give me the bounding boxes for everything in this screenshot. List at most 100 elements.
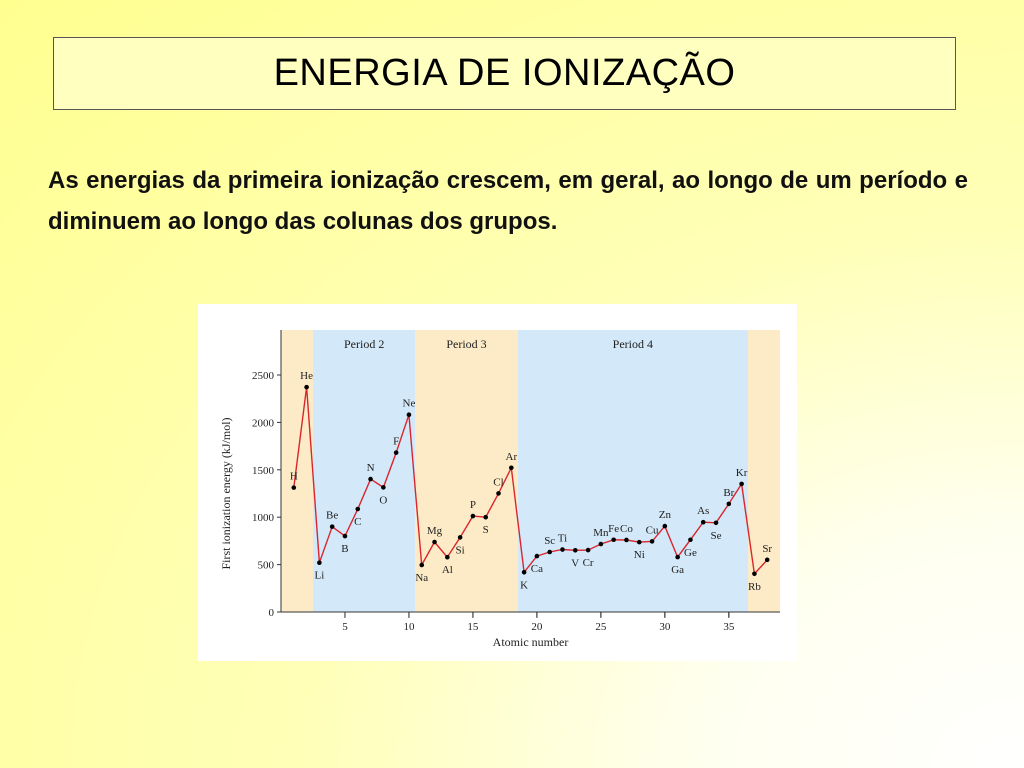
element-label: K: [520, 579, 528, 591]
element-label: Cr: [583, 557, 594, 569]
data-point: [700, 519, 706, 525]
element-label: N: [367, 462, 375, 474]
data-point: [445, 554, 450, 560]
period-band: [415, 330, 518, 612]
element-label: Kr: [736, 467, 748, 479]
data-point: [598, 541, 604, 547]
body-text: As energias da primeira ionização cresce…: [48, 167, 968, 235]
data-point: [713, 520, 719, 526]
element-label: Ar: [506, 451, 518, 463]
title-box: ENERGIA DE IONIZAÇÃO: [53, 37, 956, 110]
element-label: Ga: [671, 564, 684, 576]
data-point: [764, 557, 770, 563]
data-point: [457, 535, 463, 540]
data-point: [521, 569, 527, 575]
slide-title: ENERGIA DE IONIZAÇÃO: [273, 52, 736, 94]
data-point: [572, 547, 578, 553]
element-label: Cu: [646, 524, 659, 536]
period-band: [312, 330, 416, 612]
period-band: [517, 330, 749, 612]
period-band: [281, 330, 313, 612]
element-label: Sc: [544, 535, 555, 547]
data-point: [547, 549, 552, 555]
element-label: Cl: [493, 476, 503, 488]
element-label: O: [379, 494, 387, 506]
element-label: Si: [456, 544, 465, 556]
period-label: Period 3: [446, 337, 486, 351]
element-label: V: [571, 557, 579, 569]
data-point: [470, 513, 476, 519]
data-point: [419, 562, 425, 568]
x-tick-label: 30: [659, 621, 671, 633]
element-label: Zn: [659, 509, 672, 521]
y-tick-label: 0: [269, 607, 275, 619]
element-label: Ni: [634, 549, 645, 561]
element-label: As: [697, 505, 709, 517]
x-tick-label: 35: [723, 621, 735, 633]
y-tick-label: 1500: [252, 465, 275, 477]
element-label: Al: [442, 564, 453, 576]
data-point: [662, 523, 668, 529]
element-label: Ne: [403, 398, 416, 410]
ionization-line: [293, 387, 768, 576]
element-label: Co: [620, 523, 633, 535]
chart-panel: Period 2 Period 3 Period 4 0 500 1000 1500 2000…: [198, 304, 797, 661]
data-point: [496, 491, 501, 496]
element-label: Ge: [684, 547, 697, 559]
x-axis-label: Atomic number: [493, 635, 569, 649]
data-point: [483, 514, 489, 520]
data-point: [291, 485, 297, 490]
data-point: [534, 553, 540, 559]
element-label: H: [290, 471, 298, 483]
y-tick-label: 2000: [252, 417, 275, 429]
data-point: [432, 539, 437, 545]
y-tick-label: 1000: [252, 512, 275, 524]
period-label: Period 2: [344, 337, 384, 351]
data-point: [304, 384, 309, 390]
data-point: [317, 560, 322, 566]
element-label: C: [354, 516, 361, 528]
y-tick-label: 2500: [252, 370, 275, 382]
period-label: Period 4: [613, 337, 653, 351]
element-label: Sr: [762, 543, 772, 555]
element-label: Ti: [558, 533, 567, 545]
element-label: P: [470, 499, 476, 511]
data-point: [406, 412, 412, 418]
data-point: [393, 450, 399, 455]
data-point: [624, 537, 629, 543]
element-label: Be: [326, 510, 338, 522]
x-tick-label: 25: [595, 621, 607, 633]
element-label: Li: [314, 570, 324, 582]
element-label: Mn: [593, 527, 609, 539]
data-point: [355, 506, 361, 512]
data-point: [649, 539, 655, 544]
data-point: [675, 554, 680, 560]
data-point: [752, 571, 757, 577]
element-label: S: [483, 524, 489, 536]
element-label: He: [300, 370, 313, 382]
data-point: [739, 481, 744, 487]
element-label: Rb: [748, 581, 761, 593]
element-label: Mg: [427, 525, 443, 537]
data-point: [381, 485, 386, 490]
element-label: Na: [415, 572, 428, 584]
data-point: [688, 537, 693, 543]
x-tick-label: 20: [531, 621, 543, 633]
element-label: F: [393, 436, 399, 448]
data-point: [342, 533, 348, 539]
data-point: [636, 539, 642, 545]
element-label: B: [341, 543, 348, 555]
x-tick-label: 15: [467, 621, 479, 633]
element-label: Br: [723, 487, 734, 499]
data-point: [585, 547, 591, 553]
x-tick-label: 5: [342, 621, 348, 633]
element-label: Fe: [608, 523, 619, 535]
x-tick-label: 10: [403, 621, 415, 633]
data-point: [368, 476, 373, 482]
data-point: [611, 537, 616, 543]
y-axis-label: First ionization energy (kJ/mol): [219, 417, 233, 569]
data-point: [726, 501, 732, 507]
y-tick-label: 500: [258, 560, 275, 572]
ionization-energy-chart: Period 2 Period 3 Period 4 0 500 1000 1500 2000…: [219, 330, 780, 649]
period-band: [748, 330, 780, 612]
